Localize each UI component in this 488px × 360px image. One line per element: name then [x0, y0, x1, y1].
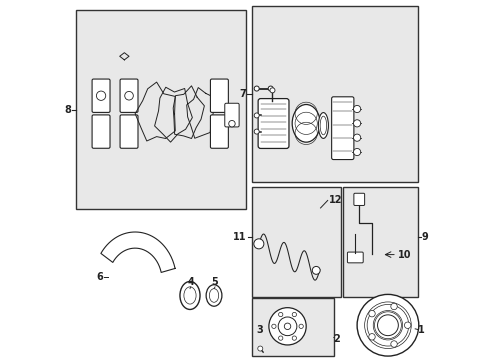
Circle shape: [292, 336, 296, 340]
Ellipse shape: [356, 294, 418, 356]
Text: 1: 1: [417, 325, 424, 335]
Text: 8: 8: [64, 105, 72, 115]
Ellipse shape: [377, 315, 398, 336]
Circle shape: [254, 129, 259, 134]
Circle shape: [390, 303, 396, 310]
FancyBboxPatch shape: [224, 103, 239, 127]
Circle shape: [267, 86, 273, 91]
Circle shape: [312, 266, 320, 274]
Circle shape: [228, 121, 235, 127]
Bar: [76, 10, 246, 209]
Text: 6: 6: [96, 272, 102, 282]
Bar: [343, 187, 417, 297]
Circle shape: [253, 239, 264, 249]
Text: 7: 7: [239, 89, 246, 99]
Circle shape: [271, 324, 276, 328]
Text: 10: 10: [397, 249, 410, 260]
Circle shape: [368, 334, 374, 340]
Circle shape: [353, 148, 360, 156]
Text: 12: 12: [328, 195, 342, 205]
Bar: [252, 187, 341, 297]
FancyBboxPatch shape: [92, 115, 110, 148]
FancyBboxPatch shape: [331, 97, 353, 159]
Text: 2: 2: [333, 333, 340, 343]
FancyBboxPatch shape: [120, 115, 138, 148]
Text: 5: 5: [211, 277, 218, 287]
FancyBboxPatch shape: [353, 193, 364, 206]
Bar: [252, 6, 417, 182]
Circle shape: [278, 317, 296, 336]
Circle shape: [96, 91, 105, 100]
Circle shape: [368, 310, 374, 317]
Circle shape: [278, 312, 282, 317]
Ellipse shape: [180, 282, 200, 310]
Circle shape: [353, 120, 360, 127]
FancyBboxPatch shape: [346, 252, 363, 263]
Text: 3: 3: [255, 325, 262, 335]
Text: 11: 11: [232, 232, 246, 242]
FancyBboxPatch shape: [120, 79, 138, 112]
FancyBboxPatch shape: [210, 79, 228, 112]
Circle shape: [254, 86, 259, 91]
FancyBboxPatch shape: [92, 79, 110, 112]
Circle shape: [390, 341, 396, 347]
Circle shape: [278, 336, 282, 340]
Text: 4: 4: [187, 277, 194, 287]
Circle shape: [298, 324, 303, 328]
Circle shape: [404, 322, 410, 328]
Circle shape: [353, 134, 360, 141]
Circle shape: [269, 88, 274, 93]
Ellipse shape: [206, 285, 222, 306]
Circle shape: [353, 105, 360, 113]
FancyBboxPatch shape: [210, 115, 228, 148]
Ellipse shape: [292, 104, 320, 142]
Circle shape: [268, 308, 305, 345]
Circle shape: [257, 346, 262, 351]
Ellipse shape: [318, 113, 328, 138]
FancyBboxPatch shape: [258, 99, 288, 148]
Circle shape: [254, 113, 259, 118]
Bar: [252, 298, 333, 356]
Circle shape: [124, 91, 133, 100]
Text: 9: 9: [421, 232, 427, 242]
Circle shape: [292, 312, 296, 317]
